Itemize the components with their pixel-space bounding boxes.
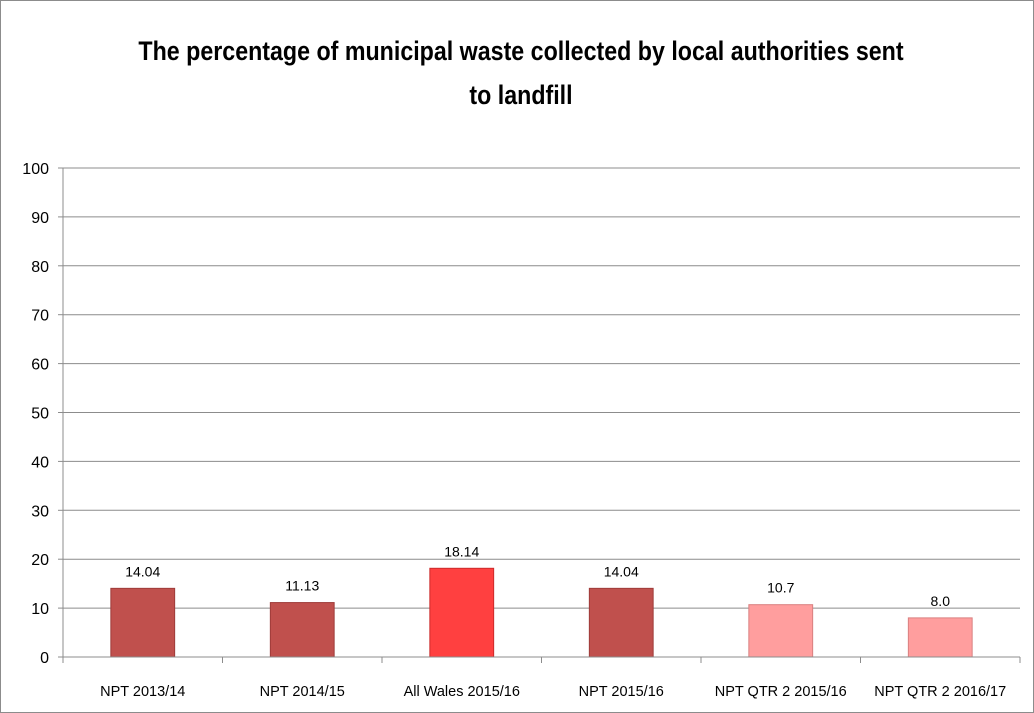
bar-4 (588, 587, 654, 658)
data-labels: 14.04 11.13 18.14 14.04 10.7 8.0 (125, 543, 950, 609)
gridlines (63, 167, 1020, 609)
y-axis-tick-labels: 0 10 20 30 40 50 60 70 80 90 100 (22, 161, 63, 667)
x-axis-category-labels: NPT 2013/14 NPT 2014/15 All Wales 2015/16 N… (100, 684, 1006, 700)
data-label-3: 18.14 (444, 543, 479, 559)
y-tick-label: 10 (31, 601, 49, 618)
chart-title-line-2: to landfill (469, 80, 573, 110)
y-tick-label: 80 (31, 259, 49, 276)
y-tick-label: 90 (31, 210, 49, 227)
bar-3 (429, 567, 495, 658)
y-tick-label: 0 (40, 650, 49, 667)
y-tick-label: 40 (31, 454, 49, 471)
bar-1 (110, 587, 176, 658)
bar-5 (748, 604, 814, 658)
x-axis (62, 168, 1021, 663)
chart-title: The percentage of municipal waste collec… (108, 29, 934, 117)
x-category-label-3: All Wales 2015/16 (404, 684, 520, 700)
data-label-2: 11.13 (285, 578, 319, 594)
y-tick-label: 70 (31, 308, 49, 325)
data-label-5: 10.7 (767, 580, 794, 596)
x-category-label-6: NPT QTR 2 2016/17 (874, 684, 1006, 700)
x-category-label-2: NPT 2014/15 (260, 684, 345, 700)
bar-6 (907, 617, 973, 658)
y-tick-label: 30 (31, 503, 49, 520)
data-label-1: 14.04 (125, 563, 160, 579)
bar-2 (269, 602, 335, 658)
chart-title-line-1: The percentage of municipal waste collec… (138, 36, 904, 66)
x-category-label-1: NPT 2013/14 (100, 684, 185, 700)
x-category-label-5: NPT QTR 2 2015/16 (715, 684, 847, 700)
y-tick-label: 60 (31, 357, 49, 374)
y-tick-label: 100 (22, 161, 49, 178)
bars (110, 567, 973, 658)
y-tick-label: 20 (31, 552, 49, 569)
y-tick-label: 50 (31, 406, 49, 423)
data-label-4: 14.04 (604, 563, 639, 579)
data-label-6: 8.0 (931, 593, 951, 609)
x-category-label-4: NPT 2015/16 (579, 684, 664, 700)
